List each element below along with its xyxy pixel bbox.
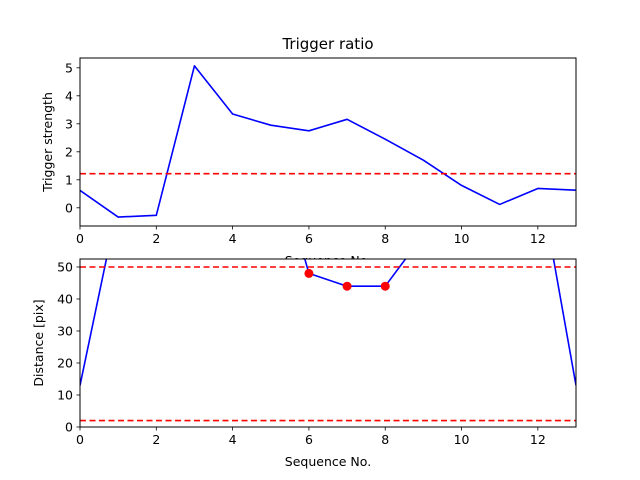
data-point-marker [304,268,314,278]
x-tick-label: 2 [152,231,160,246]
x-tick-label: 2 [152,432,160,447]
y-tick-label: 0 [65,200,73,215]
distance-plot: 0 2 4 6 8 10 12 0 10 20 30 40 50 Distance [pix] Seq… [31,258,577,469]
y-tick-label: 5 [65,60,73,75]
x-tick-label: 8 [381,432,389,447]
axes-frame [79,57,577,227]
axes-frame [79,258,577,428]
x-tick-label: 12 [530,231,546,246]
y-axis-ticks: 0 1 2 3 4 5 [65,60,80,215]
series-line [80,259,576,386]
y-tick-label: 4 [65,88,73,103]
plot-background [80,259,576,427]
x-tick-label: 10 [454,432,470,447]
x-axis-ticks: 0 2 4 6 8 10 12 [76,427,546,447]
y-tick-label: 0 [65,420,73,435]
y-tick-label: 3 [65,116,73,131]
y-axis-label: Trigger strength [40,92,55,193]
x-tick-label: 8 [381,231,389,246]
y-tick-label: 50 [57,260,73,275]
y-axis-label: Distance [pix] [31,299,46,386]
x-tick-label: 4 [229,432,237,447]
y-axis-ticks: 0 10 20 30 40 50 [57,260,80,435]
chart-title: Trigger ratio [281,35,373,53]
y-tick-label: 40 [57,292,73,307]
x-tick-label: 0 [76,432,84,447]
data-point-marker [342,281,352,291]
x-axis-label: Sequence No. [285,454,371,469]
plot-area [80,65,576,218]
y-tick-label: 30 [57,324,73,339]
x-tick-label: 0 [76,231,84,246]
x-tick-label: 6 [305,432,313,447]
x-tick-label: 10 [454,231,470,246]
x-tick-label: 12 [530,432,546,447]
x-tick-label: 4 [229,231,237,246]
plot-area [80,259,576,422]
series-line [80,65,576,218]
x-tick-label: 6 [305,231,313,246]
x-axis-ticks: 0 2 4 6 8 10 12 [76,226,546,246]
y-tick-label: 1 [65,172,73,187]
y-tick-label: 10 [57,388,73,403]
data-point-marker [380,281,390,291]
y-tick-label: 20 [57,356,73,371]
y-tick-label: 2 [65,144,73,159]
